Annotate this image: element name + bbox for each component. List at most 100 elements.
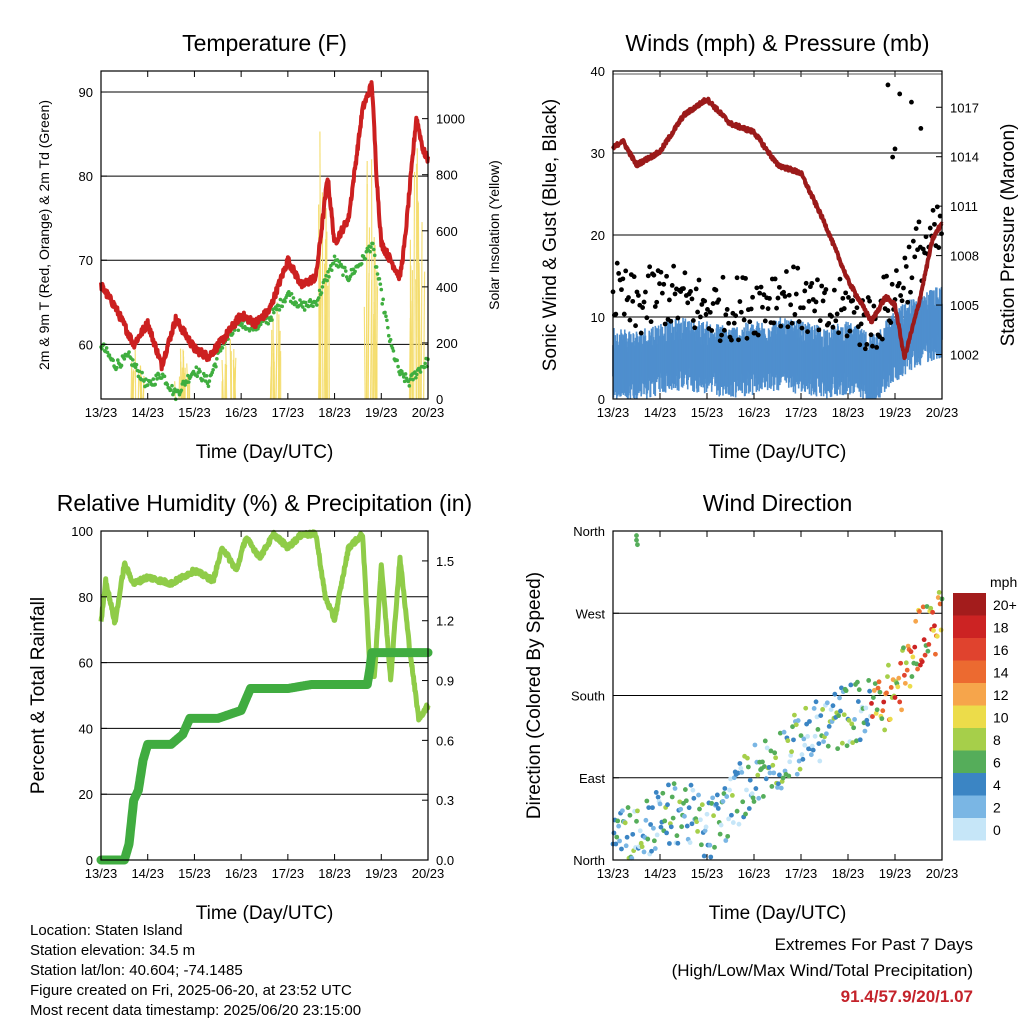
legend-swatch xyxy=(953,615,986,638)
gust-point xyxy=(737,299,743,304)
gust-point xyxy=(840,295,846,301)
wind-direction-point xyxy=(764,745,770,751)
dewpoint-point xyxy=(289,292,294,296)
solar-insolation-spike xyxy=(221,360,224,400)
winds-ytick-label: 40 xyxy=(591,64,605,79)
wind-direction-point xyxy=(643,817,649,823)
gust-point xyxy=(836,330,841,336)
dewpoint-point xyxy=(331,261,336,265)
gust-point xyxy=(864,342,870,347)
gust-point xyxy=(796,319,802,324)
wind-direction-point xyxy=(795,718,801,723)
wind-direction-point xyxy=(870,695,876,700)
wind-direction-point xyxy=(722,786,728,791)
wind-direction-point xyxy=(867,688,873,694)
wind-direction-point xyxy=(743,811,748,817)
dewpoint-point xyxy=(368,249,372,254)
gust-point xyxy=(667,297,672,303)
wind-direction-point xyxy=(805,734,810,739)
gust-point xyxy=(645,273,651,279)
gust-point xyxy=(724,307,730,312)
humidity-ytick-label: 60 xyxy=(79,656,93,671)
wind_direction-xtick-label: 14/23 xyxy=(644,866,677,881)
wind-direction-point xyxy=(752,742,758,748)
temperature-ytick-label: 70 xyxy=(79,253,93,268)
wind-direction-point xyxy=(738,765,744,771)
solar-insolation-spike xyxy=(367,272,370,400)
wind-direction-point xyxy=(907,683,913,689)
wind-direction-point xyxy=(863,705,869,711)
gust-point xyxy=(685,300,691,306)
dewpoint-series xyxy=(99,241,430,402)
temperature-ylabel: 2m & 9m T (Red, Orange) & 2m Td (Green) xyxy=(36,100,52,370)
wind-direction-point xyxy=(657,801,663,807)
gust-point xyxy=(744,335,750,341)
wind-direction-point xyxy=(687,840,693,845)
gust-point xyxy=(638,330,644,336)
solar-insolation-spike xyxy=(418,262,422,400)
gust-point xyxy=(789,320,795,326)
wind-direction-point xyxy=(702,828,708,834)
legend-swatch xyxy=(953,818,986,841)
humidity-xtick-label: 13/23 xyxy=(85,866,118,881)
wind-direction-point xyxy=(725,833,731,839)
gust-point xyxy=(862,346,868,352)
winds-xtick-label: 20/23 xyxy=(926,405,959,420)
wind-direction-point xyxy=(903,660,909,666)
wind-direction-point xyxy=(803,705,809,711)
gust-point xyxy=(716,297,722,303)
dewpoint-point xyxy=(210,370,214,375)
wind-direction-point xyxy=(864,717,870,723)
solar-insolation-spike xyxy=(363,306,366,400)
dewpoint-point xyxy=(386,333,391,338)
wind-direction-point xyxy=(815,727,821,732)
gust-point xyxy=(913,226,919,231)
wind-direction-point xyxy=(790,724,795,730)
wind-direction-point xyxy=(810,747,816,753)
wind-direction-point xyxy=(755,772,761,778)
wind-direction-point xyxy=(892,695,898,700)
gust-point xyxy=(908,289,913,295)
wind-direction-point xyxy=(922,652,928,658)
winds-ylabel-right: Station Pressure (Maroon) xyxy=(998,124,1019,347)
gust-point xyxy=(630,298,636,304)
dewpoint-point xyxy=(280,304,285,309)
gust-point xyxy=(901,285,906,291)
gust-point xyxy=(693,286,699,292)
gust-point xyxy=(619,287,624,293)
wind-direction-point xyxy=(785,738,791,744)
wind-direction-point xyxy=(841,712,847,718)
humidity-xtick-label: 16/23 xyxy=(225,866,258,881)
temperature-xtick-label: 16/23 xyxy=(225,405,258,420)
gust-point xyxy=(719,332,724,338)
wind-direction-point xyxy=(617,838,622,844)
dewpoint-point xyxy=(332,254,337,259)
wind-direction-point xyxy=(613,841,619,847)
dewpoint-point xyxy=(403,372,408,376)
wind-direction-point xyxy=(849,721,855,727)
wind-direction-point xyxy=(615,818,621,824)
wind-direction-point xyxy=(880,708,886,714)
dewpoint-point xyxy=(127,350,131,354)
gust-point xyxy=(776,284,782,290)
gust-point xyxy=(689,296,695,302)
gust-point xyxy=(616,270,622,276)
dewpoint-point xyxy=(317,288,322,293)
winds-ytick-label: 10 xyxy=(591,310,605,325)
temperature-ytick-label-right: 600 xyxy=(436,224,458,239)
wind-direction-point xyxy=(679,824,685,830)
dewpoint-point xyxy=(386,325,390,330)
wind-direction-point xyxy=(627,812,633,818)
dewpoint-point xyxy=(195,374,200,379)
wind_direction-ylabel: Direction (Colored By Speed) xyxy=(524,572,545,819)
wind-direction-point xyxy=(786,773,792,779)
dewpoint-point xyxy=(302,308,307,312)
wind-direction-point xyxy=(936,589,942,595)
wind-direction-point xyxy=(902,672,907,678)
wind-direction-point xyxy=(665,802,670,808)
wind-direction-point xyxy=(866,678,872,683)
dewpoint-point xyxy=(400,372,405,376)
wind-direction-point xyxy=(668,824,674,830)
gust-point xyxy=(898,293,904,298)
wind-direction-point xyxy=(865,721,871,727)
